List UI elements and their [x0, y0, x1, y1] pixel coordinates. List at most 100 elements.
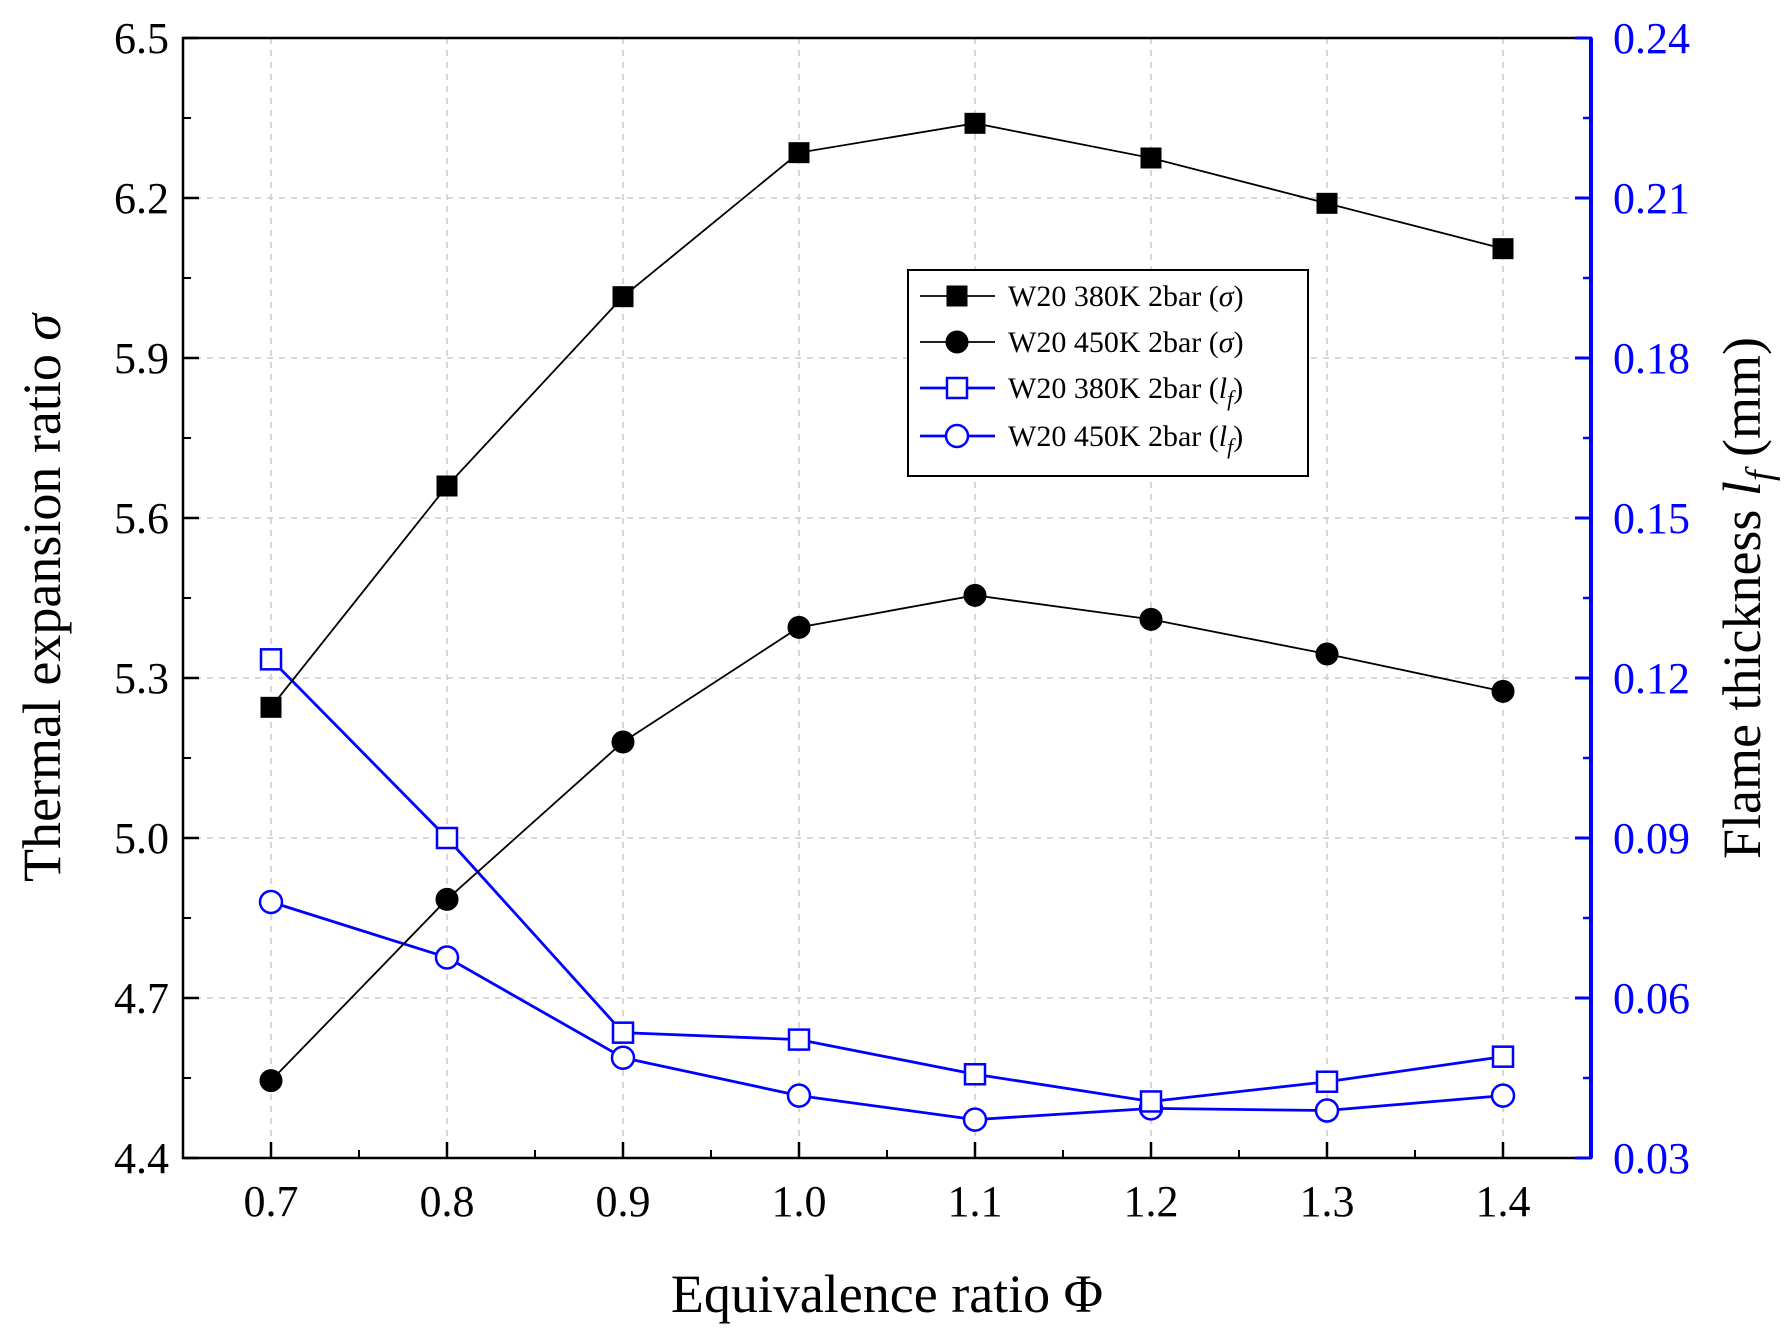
y-right-axis-title-main: Flame thickness [1712, 496, 1772, 859]
legend-label-close: ) [1233, 372, 1243, 405]
series-line [270, 900, 1504, 1122]
series-2 [259, 583, 1515, 1093]
legend-label-symbol: l [1219, 372, 1227, 405]
legend-item: W20 450K 2bar (σ) [920, 326, 1244, 359]
x-tick-label: 1.1 [948, 1177, 1003, 1226]
y-left-tick-label: 5.0 [114, 814, 169, 863]
legend-marker [945, 330, 969, 354]
y-left-tick-label: 4.4 [114, 1134, 169, 1183]
data-point [786, 1083, 812, 1108]
data-point [258, 889, 284, 915]
data-point [1316, 192, 1338, 214]
data-point [1315, 642, 1339, 666]
legend-label-main: W20 450K 2bar ( [1008, 326, 1219, 359]
data-point [962, 1107, 988, 1132]
series-line [270, 594, 1504, 1082]
legend-label-close: ) [1233, 420, 1243, 453]
y-right-tick-label: 0.03 [1613, 1134, 1690, 1183]
legend-label-close: ) [1234, 280, 1244, 313]
legend-label: W20 380K 2bar (lf) [1008, 372, 1243, 411]
x-tick-label: 1.2 [1124, 1177, 1179, 1226]
data-point [435, 887, 459, 911]
data-point [963, 583, 987, 607]
series-line [270, 658, 1504, 1103]
y-right-tick-label: 0.06 [1613, 974, 1690, 1023]
data-point [1139, 607, 1163, 631]
legend-label-subscript: f [1227, 386, 1236, 411]
data-point [1139, 1090, 1163, 1113]
y-right-tick-label: 0.09 [1613, 814, 1690, 863]
ticks: 0.7 0.8 0.9 1.0 1.1 1.2 1.3 1.4 4.4 0.03 4.7 0.06 5.… [114, 14, 1690, 1226]
y-right-tick-label: 0.12 [1613, 654, 1690, 703]
legend-marker [946, 285, 968, 307]
data-point [964, 112, 986, 134]
series-3 [259, 648, 1515, 1113]
legend-item: W20 450K 2bar (lf) [920, 420, 1243, 459]
legend: W20 380K 2bar (σ)W20 450K 2bar (σ)W20 38… [907, 269, 1309, 477]
y-right-axis-title-symbol: l [1712, 481, 1772, 496]
legend-label-main: W20 450K 2bar ( [1008, 420, 1219, 453]
data-point [1491, 679, 1515, 703]
y-right-tick-label: 0.21 [1613, 174, 1690, 223]
data-point [963, 1063, 987, 1086]
legend-label-close: ) [1234, 326, 1244, 359]
legend-label: W20 450K 2bar (σ) [1008, 326, 1244, 359]
legend-label-symbol: l [1219, 420, 1227, 453]
data-point [1491, 1045, 1515, 1068]
y-left-tick-label: 5.6 [114, 494, 169, 543]
data-point [259, 1069, 283, 1093]
legend-label: W20 380K 2bar (σ) [1008, 280, 1244, 313]
legend-label-subscript: f [1227, 434, 1236, 459]
y-right-axis-title: Flame thickness lf (mm) [1712, 337, 1781, 859]
x-tick-label: 0.8 [420, 1177, 475, 1226]
series-layer [258, 112, 1516, 1132]
data-point [1140, 147, 1162, 169]
data-point [787, 1028, 811, 1051]
data-point [787, 615, 811, 639]
y-right-axis-title-unit: (mm) [1712, 337, 1772, 470]
y-left-axis-title-main: Thermal expansion ratio [12, 341, 72, 882]
data-point [435, 826, 459, 850]
data-point [1315, 1070, 1339, 1093]
data-point [259, 648, 283, 671]
grid-lines [183, 38, 1591, 1158]
legend-label: W20 450K 2bar (lf) [1008, 420, 1243, 459]
x-tick-label: 1.4 [1476, 1177, 1531, 1226]
y-right-tick-label: 0.15 [1613, 494, 1690, 543]
axes [181, 36, 1593, 1160]
y-left-tick-label: 6.5 [114, 14, 169, 63]
y-left-tick-label: 5.9 [114, 334, 169, 383]
x-axis-title: Equivalence ratio Φ [671, 1264, 1103, 1324]
series-4 [258, 889, 1516, 1132]
y-right-tick-label: 0.24 [1613, 14, 1690, 63]
data-point [612, 286, 634, 308]
legend-label-main: W20 380K 2bar ( [1008, 280, 1219, 313]
x-tick-label: 1.0 [772, 1177, 827, 1226]
x-tick-label: 0.9 [596, 1177, 651, 1226]
data-point [1314, 1098, 1340, 1123]
x-tick-label: 1.3 [1300, 1177, 1355, 1226]
data-point [610, 1045, 636, 1070]
x-tick-label: 0.7 [244, 1177, 299, 1226]
legend-box [907, 269, 1309, 477]
data-point [434, 945, 460, 970]
data-point [788, 142, 810, 164]
y-left-tick-label: 5.3 [114, 654, 169, 703]
legend-label-symbol: σ [1219, 326, 1235, 359]
y-left-tick-label: 4.7 [114, 974, 169, 1023]
legend-item: W20 380K 2bar (lf) [920, 372, 1243, 411]
data-point [260, 696, 282, 718]
data-point [611, 1021, 635, 1044]
data-point [1490, 1083, 1516, 1108]
data-point [436, 475, 458, 497]
series-line [270, 122, 1504, 708]
legend-marker [945, 376, 969, 400]
y-left-axis-title-symbol: σ [12, 312, 72, 341]
legend-item: W20 380K 2bar (σ) [920, 280, 1244, 313]
plot-frame [181, 36, 1593, 1160]
data-point [611, 730, 635, 754]
legend-label-main: W20 380K 2bar ( [1008, 372, 1219, 405]
legend-marker [944, 423, 970, 449]
y-left-axis-title: Thermal expansion ratio σ [12, 312, 72, 882]
